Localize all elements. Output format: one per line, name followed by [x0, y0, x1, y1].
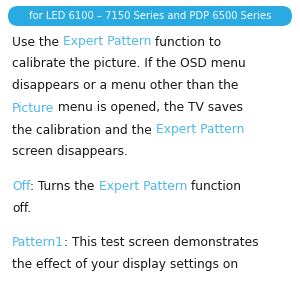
Text: menu is opened, the TV saves: menu is opened, the TV saves — [54, 102, 243, 115]
Text: function: function — [187, 180, 241, 192]
Text: Expert Pattern: Expert Pattern — [63, 36, 151, 49]
Text: calibrate the picture. If the OSD menu: calibrate the picture. If the OSD menu — [12, 57, 246, 71]
Text: the calibration and the: the calibration and the — [12, 123, 156, 137]
Text: disappears or a menu other than the: disappears or a menu other than the — [12, 80, 238, 92]
Text: Pattern1: Pattern1 — [12, 236, 64, 249]
Text: screen disappears.: screen disappears. — [12, 146, 128, 158]
Text: : This test screen demonstrates: : This test screen demonstrates — [64, 236, 259, 249]
Text: : Turns the: : Turns the — [30, 180, 99, 192]
Text: for LED 6100 – 7150 Series and PDP 6500 Series: for LED 6100 – 7150 Series and PDP 6500 … — [29, 11, 271, 21]
Text: Expert Pattern: Expert Pattern — [156, 123, 244, 137]
Text: Use the: Use the — [12, 36, 63, 49]
Text: Off: Off — [12, 180, 30, 192]
FancyBboxPatch shape — [8, 6, 292, 26]
Text: off.: off. — [12, 202, 31, 215]
Text: Picture: Picture — [12, 102, 54, 115]
Text: function to: function to — [151, 36, 221, 49]
Text: the effect of your display settings on: the effect of your display settings on — [12, 258, 238, 271]
Text: Expert Pattern: Expert Pattern — [99, 180, 187, 192]
